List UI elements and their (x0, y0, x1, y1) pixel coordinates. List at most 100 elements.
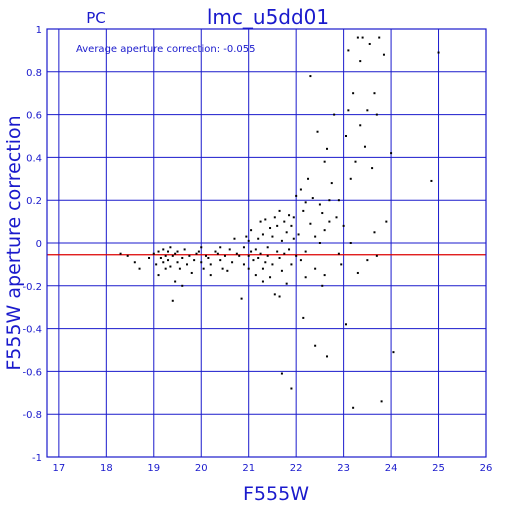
data-point (307, 177, 310, 180)
data-point (204, 254, 207, 257)
data-point (309, 222, 312, 225)
data-point (271, 235, 274, 238)
data-point (326, 355, 329, 358)
data-point (323, 229, 326, 232)
data-point (337, 252, 340, 255)
data-point (169, 246, 172, 249)
data-point (259, 252, 262, 255)
data-point (314, 235, 317, 238)
data-point (347, 49, 350, 52)
y-axis-label: F555W aperture correction (3, 115, 25, 370)
data-point (285, 231, 288, 234)
y-tick-label: 0.2 (26, 196, 42, 207)
data-point (344, 323, 347, 326)
data-point (164, 267, 167, 270)
data-point (288, 248, 291, 251)
data-point (299, 259, 302, 262)
data-point (328, 220, 331, 223)
data-point (288, 214, 291, 217)
data-point (162, 248, 165, 251)
data-point (233, 237, 236, 240)
data-point (349, 177, 352, 180)
data-point (169, 265, 172, 268)
data-point (235, 252, 238, 255)
data-point (326, 147, 329, 150)
data-point (356, 36, 359, 39)
data-point (266, 254, 269, 257)
data-point (269, 227, 272, 230)
data-point (316, 130, 319, 133)
data-point (318, 242, 321, 244)
data-point (359, 60, 362, 63)
data-point (354, 160, 357, 163)
data-point (257, 237, 260, 240)
data-point (311, 197, 314, 200)
x-tick-label: 22 (290, 463, 303, 474)
data-point (295, 194, 298, 197)
y-tick-label: -0.2 (22, 282, 42, 293)
data-point (167, 259, 170, 262)
data-point (352, 406, 355, 409)
data-point (200, 261, 203, 264)
data-point (292, 237, 295, 240)
data-point (257, 256, 260, 259)
data-point (309, 75, 312, 78)
data-point (290, 387, 293, 390)
data-point (276, 250, 279, 253)
data-point (340, 263, 343, 266)
data-point (209, 263, 212, 266)
data-point (385, 220, 388, 223)
data-point (356, 271, 359, 274)
data-point (152, 252, 155, 255)
data-point (280, 269, 283, 272)
data-point (171, 299, 174, 302)
data-point (382, 53, 385, 56)
data-point (250, 229, 253, 232)
data-point (183, 248, 186, 251)
data-point (247, 239, 250, 242)
data-point (240, 297, 243, 300)
data-point (176, 261, 179, 264)
data-point (366, 259, 369, 262)
x-tick-label: 19 (147, 463, 160, 474)
data-point (302, 316, 305, 319)
data-point (259, 220, 262, 223)
data-point (359, 124, 362, 127)
data-point (342, 224, 345, 227)
data-point (328, 199, 331, 202)
y-tick-label: 0 (36, 239, 42, 250)
data-point (252, 259, 255, 262)
data-point (190, 271, 193, 274)
data-point (323, 160, 326, 163)
data-point (214, 250, 217, 253)
data-point (314, 344, 317, 347)
chart-title: lmc_u5dd01 (207, 5, 329, 29)
data-point (207, 256, 210, 259)
data-point (297, 233, 300, 236)
data-point (335, 216, 338, 219)
data-point (250, 250, 253, 253)
data-point (371, 167, 374, 170)
data-point (195, 252, 198, 255)
data-point (295, 254, 298, 257)
data-point (380, 400, 383, 403)
data-point (209, 274, 212, 277)
data-point (242, 263, 245, 266)
data-point (304, 276, 307, 279)
data-point (247, 254, 250, 257)
data-point (271, 263, 274, 266)
data-point (292, 216, 295, 219)
data-point (202, 267, 205, 270)
data-point (363, 145, 366, 148)
data-point (375, 113, 378, 116)
data-point (221, 267, 224, 270)
data-point (181, 256, 184, 259)
data-point (361, 36, 364, 39)
data-point (280, 239, 283, 242)
data-point (223, 254, 226, 257)
data-point (231, 261, 234, 264)
data-point (430, 179, 433, 182)
data-point (349, 242, 352, 244)
data-point (178, 267, 181, 270)
